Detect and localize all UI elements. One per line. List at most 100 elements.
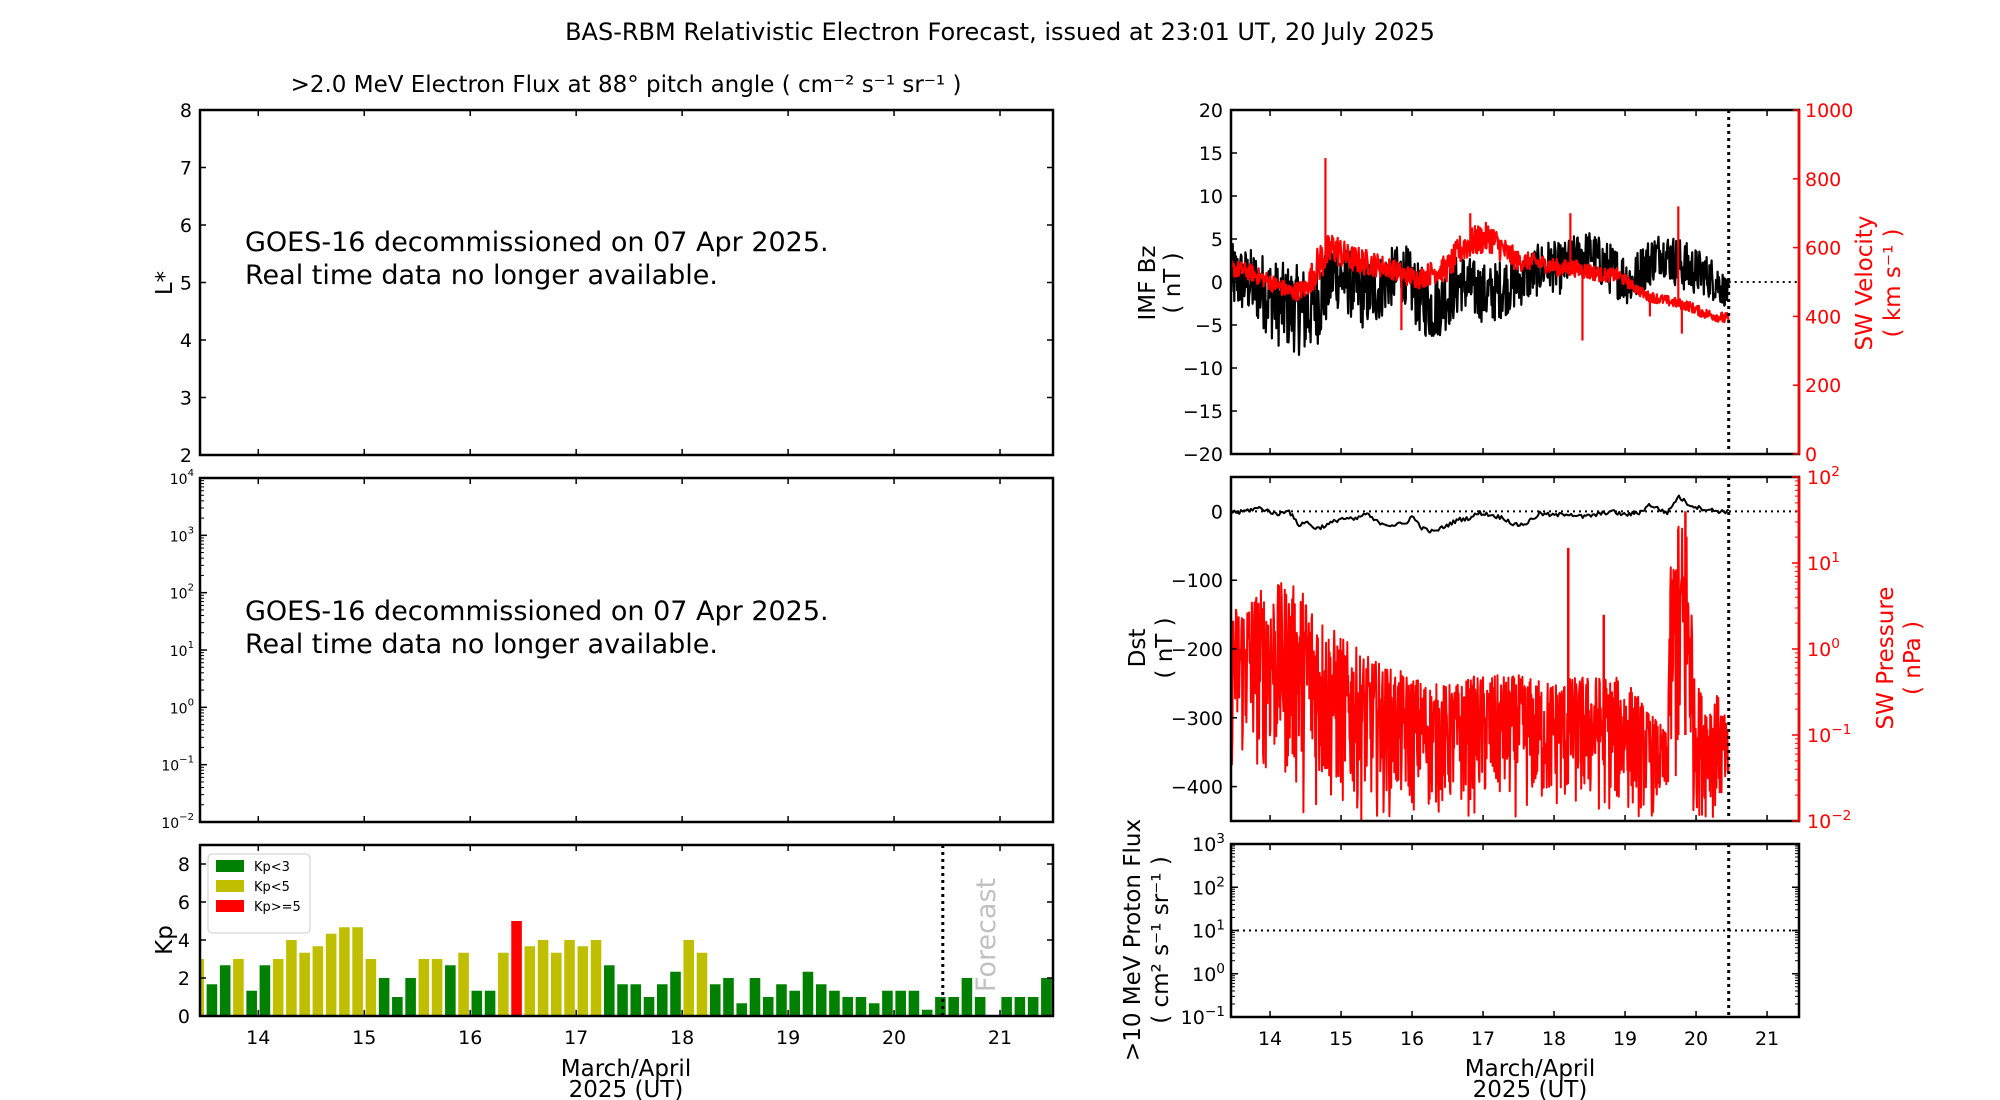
y-tick-label: 15 (1199, 143, 1223, 165)
kp-bar (829, 990, 840, 1016)
y2-tick-label: 102 (1807, 464, 1840, 489)
kp-bar (709, 984, 721, 1016)
y2-tick-label: 100 (1807, 636, 1840, 661)
flux-panel: 10−2 10−1 100 101 102 103 104 GOES-16 decommiss… (161, 468, 1055, 832)
x-tick-label: 19 (776, 1027, 800, 1049)
kp-bar (471, 990, 483, 1016)
y-tick-label: 6 (180, 215, 192, 237)
lstar-panel: >2.0 MeV Electron Flux at 88° pitch angl… (152, 72, 1055, 467)
figure-title: BAS-RBM Relativistic Electron Forecast, … (565, 18, 1435, 46)
kp-legend-label: Kp<5 (254, 880, 290, 895)
y-tick-label: −10 (1183, 358, 1223, 380)
kp-xlabel-line1: March/April (561, 1056, 691, 1082)
y2-tick-label: 600 (1805, 238, 1841, 260)
kp-bar (974, 997, 986, 1016)
x-tick-label: 15 (352, 1027, 376, 1049)
kp-bar (352, 927, 363, 1016)
kp-bar (458, 952, 469, 1016)
kp-bar (921, 1009, 933, 1016)
kp-bar (590, 940, 602, 1016)
kp-bar (882, 990, 893, 1016)
kp-bar (1001, 997, 1012, 1016)
kp-bar (789, 990, 801, 1016)
kp-bar (445, 965, 456, 1016)
kp-legend-label: Kp>=5 (254, 900, 301, 915)
lstar-message-line1: GOES-16 decommissioned on 07 Apr 2025. (245, 227, 829, 258)
kp-bar (577, 946, 589, 1016)
kp-bar (1027, 997, 1039, 1016)
kp-legend: Kp<3 Kp<5 Kp>=5 (207, 853, 311, 934)
kp-bars (200, 921, 1052, 1016)
kp-bar (378, 978, 390, 1016)
kp-bar (683, 940, 695, 1016)
kp-bar (233, 959, 244, 1016)
y-tick-label: 0 (178, 1006, 190, 1028)
kp-bar (749, 978, 761, 1016)
sw-pressure-label-line1: SW Pressure (1873, 587, 1899, 730)
kp-bar (392, 997, 403, 1016)
kp-bar (961, 978, 973, 1016)
kp-bar (855, 997, 867, 1016)
kp-bar (206, 984, 218, 1016)
x-tick-label: 18 (670, 1027, 694, 1049)
kp-xlabel-line2: 2025 (UT) (569, 1077, 684, 1100)
y-tick-label: 100 (1192, 961, 1225, 986)
kp-bar (246, 990, 257, 1016)
kp-legend-swatch (216, 900, 244, 912)
x-tick-label: 20 (882, 1027, 906, 1049)
lstar-panel-title: >2.0 MeV Electron Flux at 88° pitch angl… (291, 72, 962, 98)
y-tick-label: 3 (180, 388, 192, 410)
sw-pressure-line (1231, 525, 1730, 821)
y-tick-label: −400 (1171, 777, 1223, 799)
kp-bar (736, 1003, 748, 1016)
x-tick-label: 14 (246, 1027, 270, 1049)
y-tick-label: 2 (180, 445, 192, 467)
x-tick-label: 17 (564, 1027, 588, 1049)
y-tick-label: 4 (178, 930, 190, 952)
kp-legend-swatch (216, 860, 244, 872)
kp-ylabel: Kp (152, 925, 178, 955)
x-tick-label: 17 (1471, 1028, 1495, 1050)
proton-ylabel-line1: >10 MeV Proton Flux (1120, 819, 1146, 1061)
kp-bar (630, 984, 642, 1016)
kp-bar (670, 971, 681, 1016)
y-tick-label: −100 (1171, 570, 1223, 592)
kp-bar (312, 946, 324, 1016)
kp-bar (935, 997, 946, 1016)
y-tick-label: 5 (1211, 229, 1223, 251)
y-tick-label: −5 (1195, 315, 1223, 337)
kp-panel: 0 2 4 6 8 14 15 16 17 18 19 20 21 Forecast Kp March/Apr… (152, 843, 1055, 1100)
proton-panel: 10−1 100 101 102 103 14 15 16 17 18 19 20 21 >10 MeV … (1120, 819, 1801, 1100)
kp-bar (551, 952, 562, 1016)
y2-tick-label: 10−1 (1807, 722, 1851, 747)
y-tick-label: 8 (178, 854, 190, 876)
kp-bar (948, 997, 959, 1016)
kp-legend-box (207, 853, 311, 934)
y-tick-label: 101 (1192, 918, 1225, 943)
y-tick-label: 4 (180, 330, 192, 352)
y-tick-label: 102 (1192, 874, 1225, 899)
x-tick-label: 19 (1613, 1028, 1637, 1050)
kp-bar (524, 946, 536, 1016)
kp-bar (564, 940, 575, 1016)
sw-velocity-label-line1: SW Velocity (1852, 216, 1878, 351)
x-tick-label: 14 (1258, 1028, 1282, 1050)
x-tick-label: 21 (1755, 1028, 1779, 1050)
y-tick-label: 8 (180, 100, 192, 122)
kp-bar (1014, 997, 1026, 1016)
kp-legend-label: Kp<3 (254, 860, 290, 875)
kp-bar (908, 990, 920, 1016)
x-tick-label: 16 (1400, 1028, 1424, 1050)
kp-bar (200, 959, 204, 1016)
kp-bar (723, 978, 734, 1016)
dst-traces (1231, 494, 1799, 821)
kp-bar (418, 959, 430, 1016)
y-tick-label: 5 (180, 273, 192, 295)
kp-bar (802, 971, 814, 1016)
kp-bar (776, 984, 787, 1016)
kp-bar (498, 952, 509, 1016)
sw-pressure-label-line2: ( nPa ) (1900, 621, 1926, 695)
y2-tick-label: 400 (1805, 306, 1841, 328)
y-tick-label: 100 (170, 697, 194, 717)
